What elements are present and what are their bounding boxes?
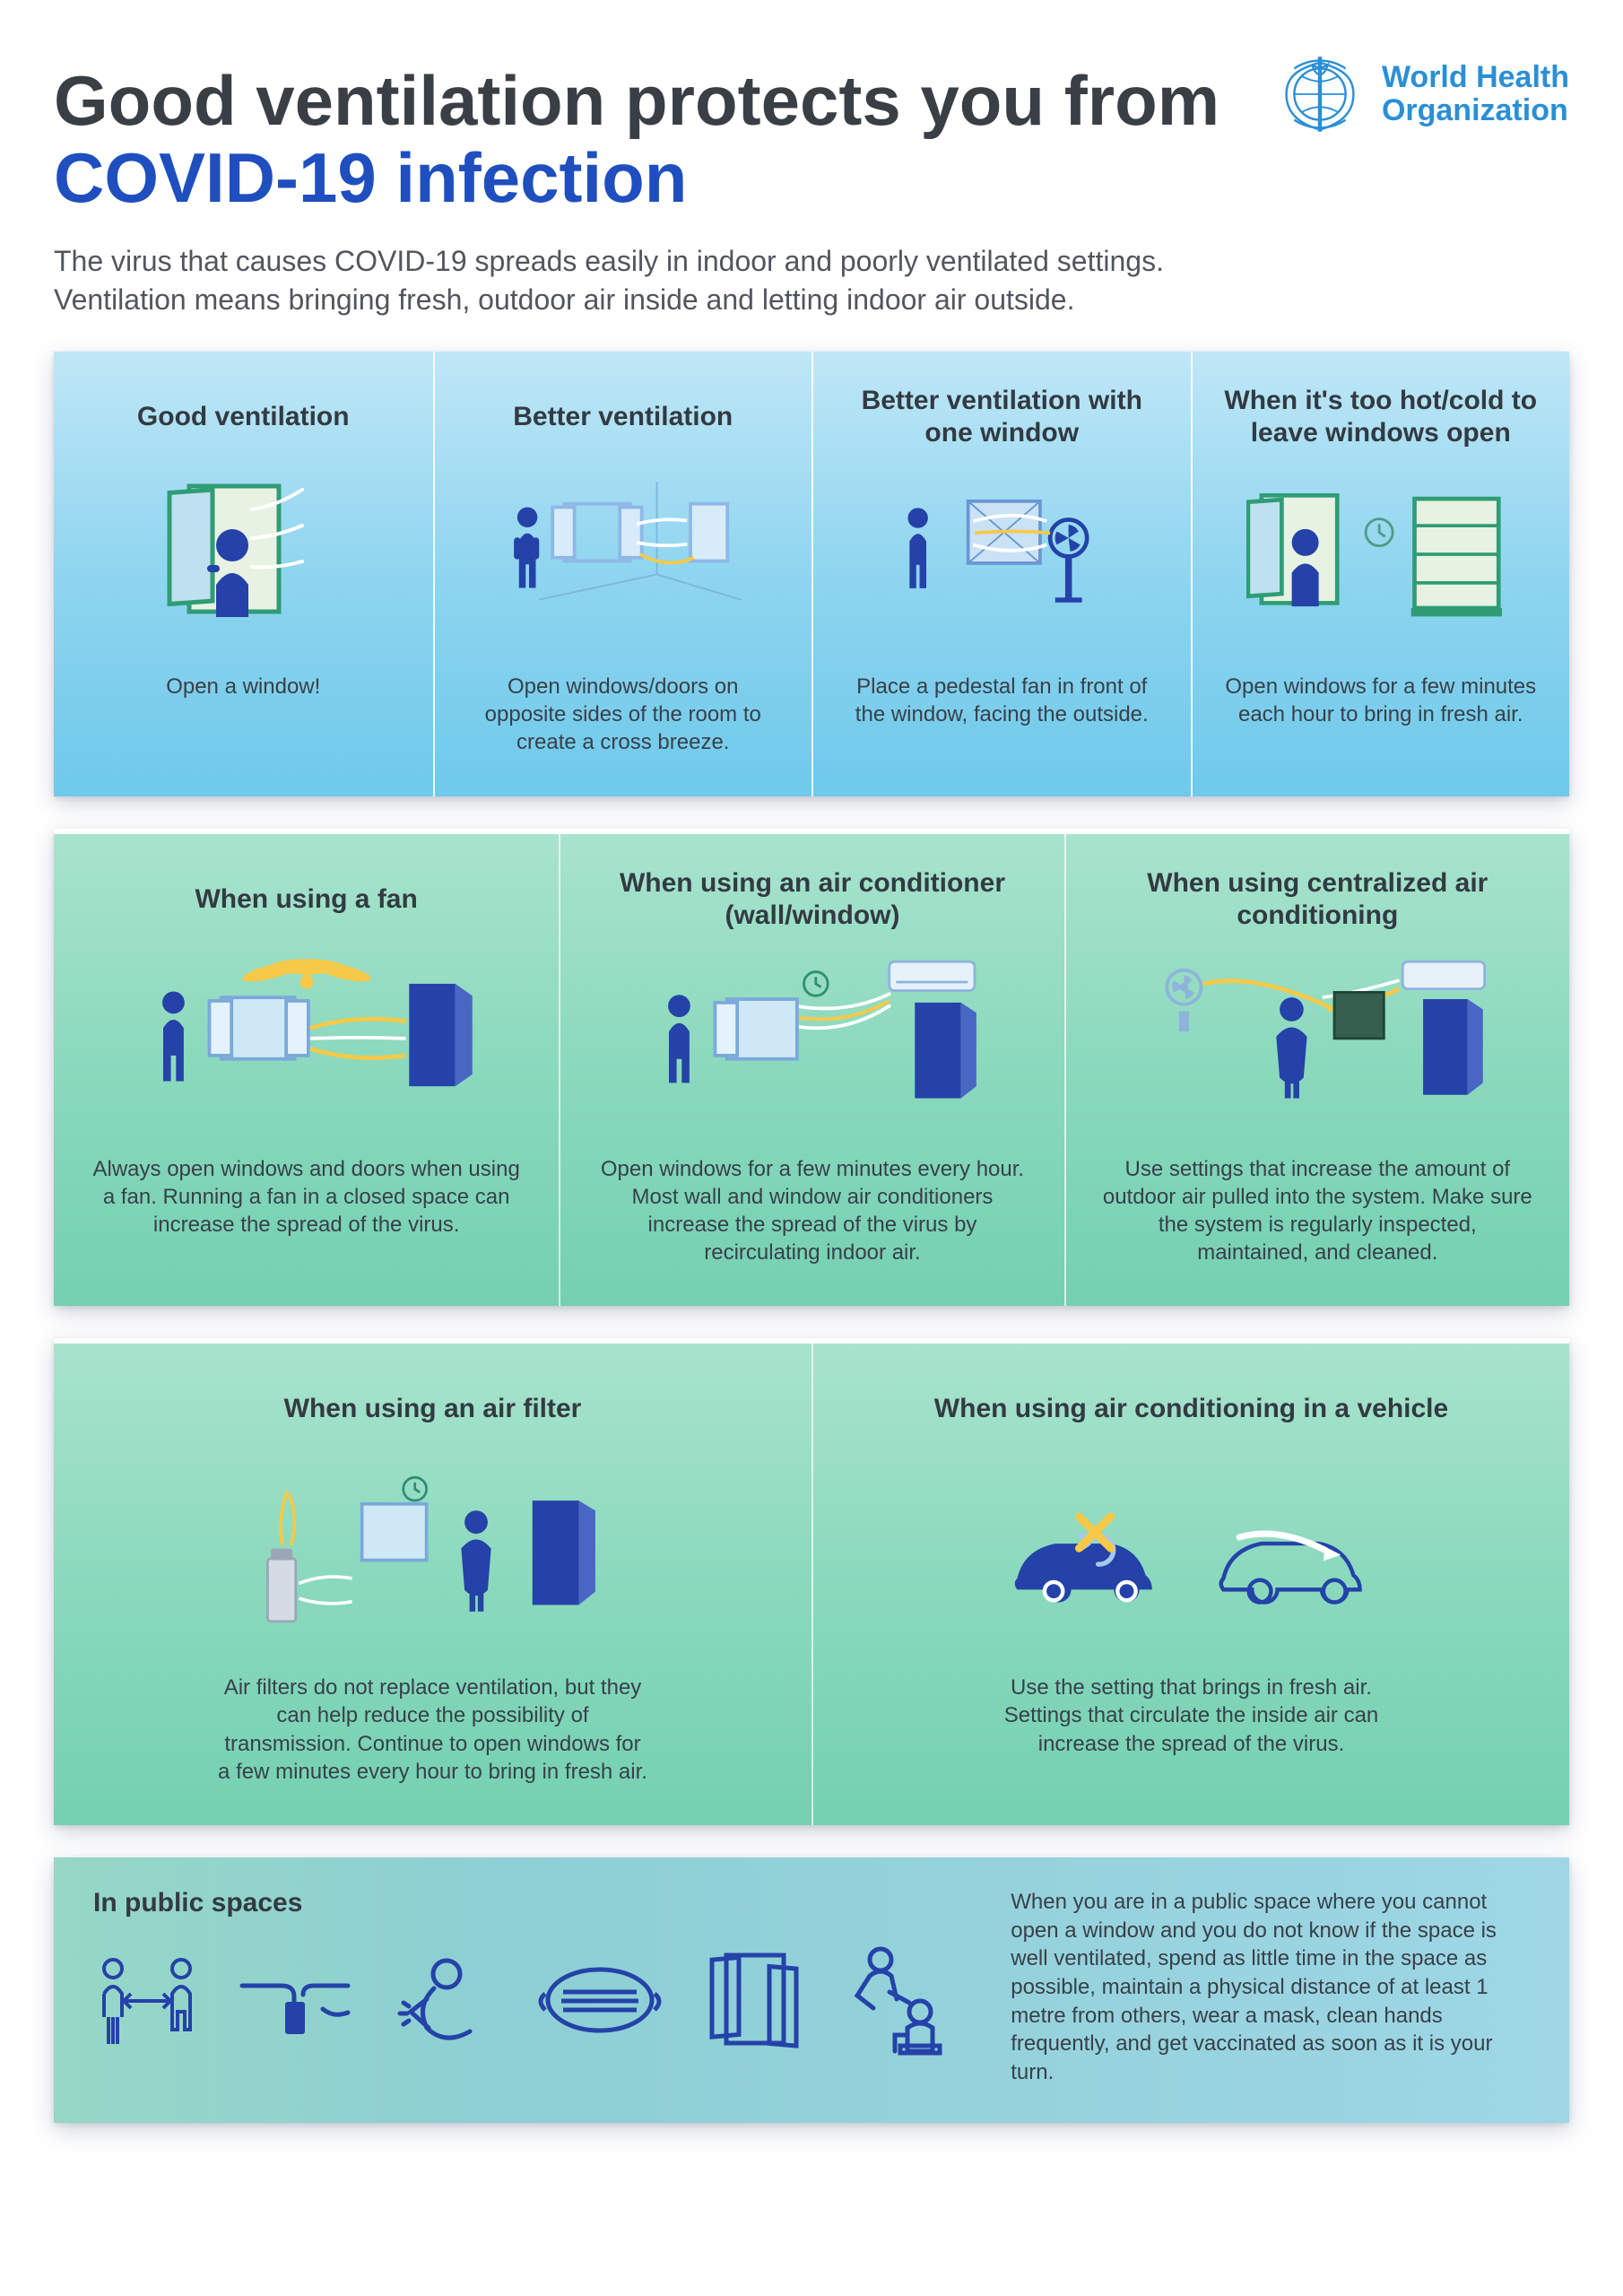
subtitle: The virus that causes COVID-19 spreads e… [54, 242, 1235, 319]
card-better-ventilation: Better ventilation Open windows/doors on… [433, 352, 812, 796]
sanitizer-icon [237, 1955, 353, 2045]
card-title: When using centralized air conditioning [1097, 866, 1539, 933]
org-name-1: World Health [1382, 61, 1569, 94]
card-hot-cold: When it's too hot/cold to leave windows … [1191, 352, 1570, 796]
card-title: When using an air filter [284, 1376, 582, 1442]
window-icon [703, 1946, 802, 2054]
vaccination-icon [838, 1942, 963, 2058]
card-title: When it's too hot/cold to leave windows … [1223, 384, 1540, 450]
equipment-row-2: When using an air filter Air filters do … [54, 1338, 1569, 1825]
public-text: When you are in a public space where you… [1011, 1888, 1530, 2087]
card-caption: Open a window! [166, 673, 320, 700]
page-title: Good ventilation protects you from COVID… [54, 63, 1235, 217]
cross-breeze-icon [465, 459, 782, 657]
who-logo: World Health Organization [1271, 45, 1569, 144]
distance-icon [93, 1951, 201, 2049]
title-prefix: Good ventilation protects you from [54, 61, 1219, 140]
card-caption: Always open windows and doors when using… [91, 1155, 522, 1239]
card-one-window: Better ventilation with one window Place… [812, 352, 1191, 796]
public-icons-row [93, 1942, 984, 2058]
ventilation-basics-row: Good ventilation Open a window! Better v… [54, 352, 1569, 796]
public-spaces-panel: In public spaces [54, 1857, 1569, 2123]
air-filter-icon [84, 1451, 781, 1657]
fan-window-icon [844, 459, 1160, 657]
card-title: Good ventilation [137, 384, 350, 450]
equipment-row-1: When using a fan Always open windows and… [54, 829, 1569, 1307]
card-title: Better ventilation [513, 384, 733, 450]
card-central-ac: When using centralized air conditioning … [1064, 834, 1569, 1307]
public-title: In public spaces [93, 1888, 984, 1918]
ceiling-fan-icon [84, 942, 528, 1139]
card-fan: When using a fan Always open windows and… [54, 834, 559, 1307]
card-vehicle-ac: When using air conditioning in a vehicle [812, 1344, 1569, 1825]
card-caption: Use the setting that brings in fresh air… [976, 1674, 1407, 1758]
card-title: When using a fan [195, 866, 417, 933]
central-ac-icon [1097, 942, 1539, 1139]
card-title: When using air conditioning in a vehicle [934, 1376, 1448, 1442]
cough-elbow-icon [389, 1951, 497, 2049]
card-caption: Open windows for a few minutes every hou… [597, 1155, 1028, 1267]
card-caption: Open windows/doors on opposite sides of … [465, 673, 782, 757]
title-accent: COVID-19 infection [54, 138, 687, 217]
car-ac-icon [844, 1451, 1539, 1657]
card-good-ventilation: Good ventilation Open a window! [54, 352, 433, 796]
card-air-filter: When using an air filter Air filters do … [54, 1344, 812, 1825]
card-ac-unit: When using an air conditioner (wall/wind… [559, 834, 1063, 1307]
card-caption: Place a pedestal fan in front of the win… [844, 673, 1160, 728]
card-title: Better ventilation with one window [844, 384, 1160, 450]
wall-ac-icon [591, 942, 1033, 1139]
card-caption: Use settings that increase the amount of… [1102, 1155, 1532, 1267]
mask-icon [533, 1960, 667, 2040]
open-window-icon [84, 459, 403, 657]
org-name-2: Organization [1382, 94, 1569, 127]
window-timer-icon [1223, 459, 1540, 657]
card-title: When using an air conditioner (wall/wind… [591, 866, 1033, 933]
who-emblem-icon [1271, 45, 1369, 144]
card-caption: Air filters do not replace ventilation, … [218, 1674, 648, 1786]
card-caption: Open windows for a few minutes each hour… [1223, 673, 1540, 728]
